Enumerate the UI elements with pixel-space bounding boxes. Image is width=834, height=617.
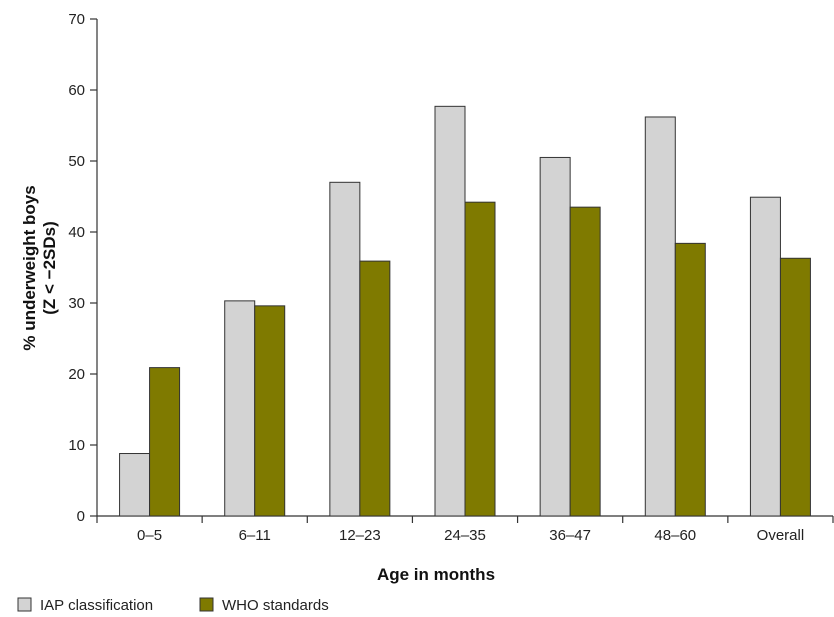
bar-who [779, 257, 811, 517]
bar-iap [119, 453, 151, 517]
y-tick-label: 50 [68, 153, 85, 170]
y-axis-title: % underweight boys (Z < −2SDs) [20, 185, 59, 350]
y-tick-label: 60 [68, 82, 85, 99]
bar-who [359, 260, 391, 517]
x-axis-title: Age in months [377, 565, 495, 584]
bar-iap [539, 156, 571, 517]
y-tick-label: 30 [68, 295, 85, 312]
y-axis-title-line2: (Z < −2SDs) [40, 221, 59, 315]
bars-group [119, 105, 811, 517]
bar-who [254, 305, 286, 517]
y-tick-label: 0 [77, 508, 85, 525]
legend-swatch-who [199, 597, 214, 612]
legend: IAP classification WHO standards [17, 597, 329, 614]
y-axis: 0 10 20 30 40 50 60 70 [68, 11, 98, 525]
bar-who [464, 201, 496, 517]
x-tick-label: 6–11 [239, 527, 271, 544]
x-axis: 0–5 6–11 12–23 24–35 36–47 48–60 Overall [96, 515, 834, 544]
bar-iap [224, 300, 256, 517]
y-tick-label: 70 [68, 11, 85, 28]
bar-iap [749, 196, 781, 517]
y-axis-title-line1: % underweight boys [20, 185, 39, 350]
x-tick-label: 24–35 [444, 527, 486, 544]
legend-label-who: WHO standards [222, 597, 329, 614]
y-tick-label: 10 [68, 437, 85, 454]
bar-who [569, 206, 601, 517]
x-tick-label: 48–60 [654, 527, 696, 544]
x-tick-label: 0–5 [137, 527, 162, 544]
legend-label-iap: IAP classification [40, 597, 153, 614]
x-tick-label: 12–23 [339, 527, 381, 544]
bar-iap [329, 181, 361, 517]
bar-iap [644, 116, 676, 517]
bar-who [674, 242, 706, 517]
legend-swatch-iap [17, 597, 32, 612]
y-tick-label: 20 [68, 366, 85, 383]
bar-who [149, 367, 181, 517]
x-tick-label: 36–47 [549, 527, 591, 544]
bar-iap [434, 105, 466, 517]
x-tick-label: Overall [757, 527, 805, 544]
y-tick-label: 40 [68, 224, 85, 241]
